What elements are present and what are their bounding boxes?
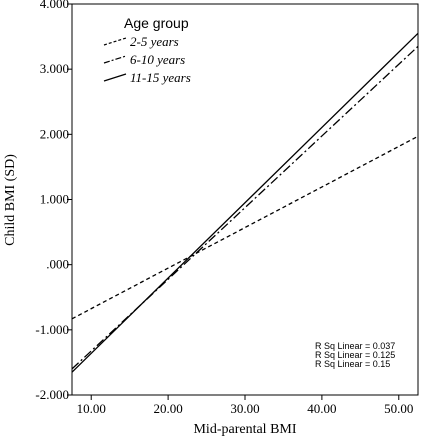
legend-entry-1: 2-5 years: [130, 34, 179, 49]
y-tick-label: 4.000: [40, 0, 69, 11]
x-axis-ticks: 10.00 20.00 30.00 40.00 50.00: [77, 395, 413, 416]
x-tick-label: 30.00: [230, 401, 259, 416]
y-tick-label: 2.000: [40, 126, 69, 141]
legend-swatch-1: [103, 37, 127, 46]
legend-swatch-3: [103, 73, 127, 82]
plot-frame: [71, 3, 419, 396]
y-tick-label: -1.000: [35, 322, 69, 337]
rsq-label-3: R Sq Linear = 0.15: [315, 359, 390, 369]
series-line-2: [71, 45, 419, 370]
x-axis-title: Mid-parental BMI: [193, 422, 296, 437]
y-tick-label: 1.000: [40, 192, 69, 207]
rsq-label-1: R Sq Linear = 0.037: [315, 341, 395, 351]
series-line-3: [71, 32, 419, 373]
x-tick-label: 20.00: [153, 401, 182, 416]
legend-swatch-2: [103, 55, 127, 64]
y-axis-ticks: 4.000 3.000 2.000 1.000 .000 -1.000 -2.000: [35, 0, 72, 402]
y-tick-label: -2.000: [35, 387, 69, 402]
r-squared-annotations: R Sq Linear = 0.037 R Sq Linear = 0.125 …: [315, 341, 395, 369]
legend-title: Age group: [124, 15, 189, 31]
legend-entry-3: 11-15 years: [130, 70, 191, 85]
legend: Age group 2-5 years 6-10 years 11-15 years: [103, 15, 191, 85]
y-tick-label: .000: [46, 257, 69, 272]
x-tick-label: 40.00: [307, 401, 336, 416]
series-lines: [71, 32, 419, 373]
y-axis-title: Child BMI (SD): [3, 154, 18, 246]
legend-entry-2: 6-10 years: [130, 52, 185, 67]
x-tick-label: 10.00: [77, 401, 106, 416]
x-tick-label: 50.00: [384, 401, 413, 416]
y-tick-label: 3.000: [40, 61, 69, 76]
rsq-label-2: R Sq Linear = 0.125: [315, 350, 395, 360]
series-line-1: [71, 135, 419, 320]
